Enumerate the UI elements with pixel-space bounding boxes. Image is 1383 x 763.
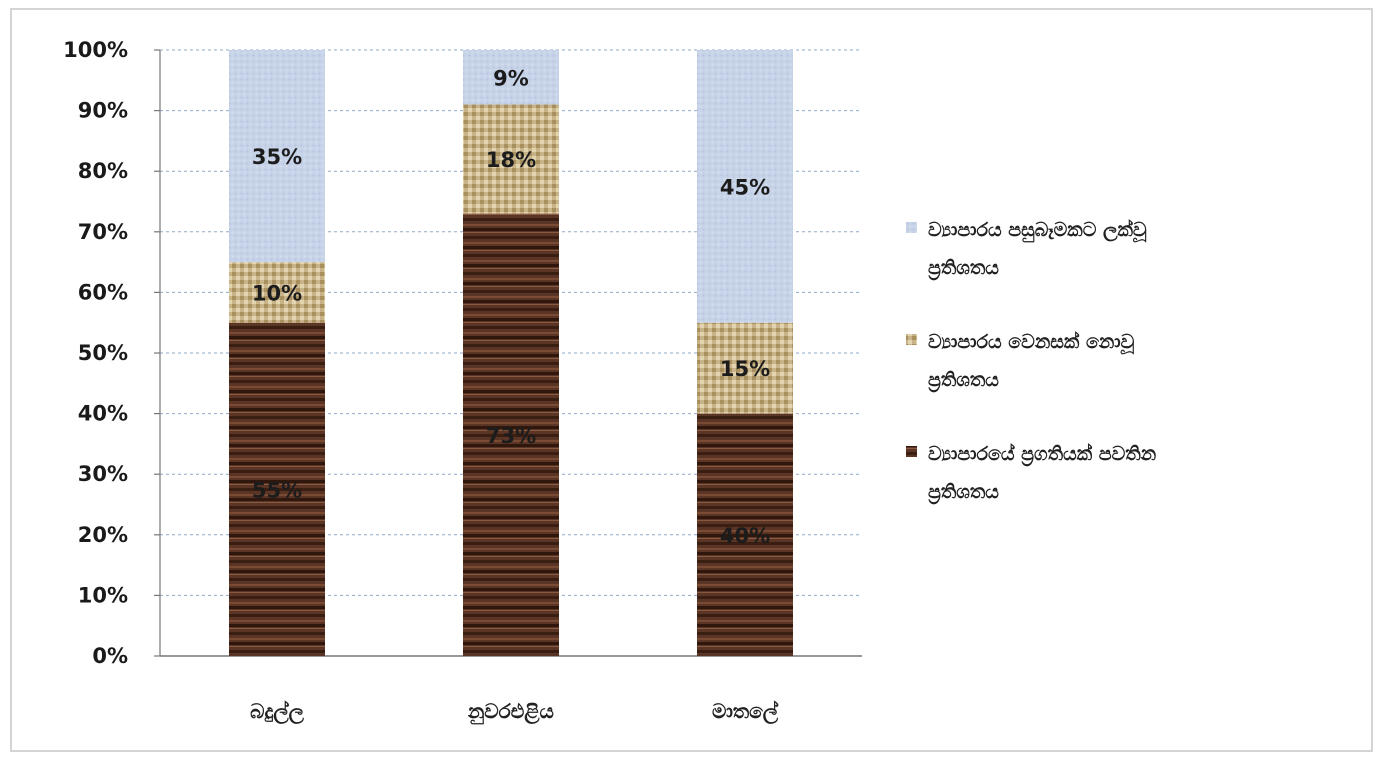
- bars: [229, 50, 793, 656]
- y-tick-label: 20%: [78, 523, 128, 547]
- data-label: 73%: [486, 424, 536, 448]
- legend-label: ව්‍යාපාරය වෙනසක් නොවූ ප්‍රතිශතය: [928, 331, 1135, 393]
- legend-label: ව්‍යාපාරය පසුබෑමකට ලක්වූ ප්‍රතිශතය: [928, 219, 1147, 281]
- y-tick-label: 40%: [78, 402, 128, 426]
- y-tick-label: 60%: [78, 280, 128, 304]
- bar-segment: [229, 50, 325, 263]
- x-category-label: බදුල්ල: [250, 699, 304, 725]
- y-tick-label: 30%: [78, 462, 128, 486]
- bar-segment: [697, 322, 793, 414]
- y-tick-label: 50%: [78, 341, 128, 365]
- x-category-label: නුවරඑළිය: [467, 699, 554, 725]
- bar-segment: [697, 413, 793, 656]
- legend-swatch: [906, 446, 917, 457]
- legend-swatch: [906, 334, 917, 345]
- bar-segment: [463, 104, 559, 214]
- data-label: 35%: [252, 145, 302, 169]
- data-labels: 55% 10% 35% 73% 18% 9% 40% 15% 45%: [252, 66, 770, 548]
- bar-segment: [229, 322, 325, 656]
- data-label: 9%: [493, 66, 529, 90]
- data-label: 15%: [720, 357, 770, 381]
- y-tick-label: 80%: [78, 159, 128, 183]
- data-label: 40%: [720, 524, 770, 548]
- bar-segment: [697, 50, 793, 323]
- x-category-label: මාතලේ: [712, 699, 779, 725]
- data-label: 45%: [720, 175, 770, 199]
- legend-label: ව්‍යාපාරයේ ප්‍රගතියක් පවතින ප්‍රතිශතය: [928, 443, 1157, 505]
- data-label: 18%: [486, 148, 536, 172]
- y-axis-ticks: 0% 10% 20% 30% 40% 50% 60% 70% 80% 90% 100%: [63, 38, 128, 668]
- data-label: 10%: [252, 281, 302, 305]
- y-tick-label: 0%: [92, 644, 128, 668]
- x-axis-categories: බදුල්ල නුවරඑළිය මාතලේ: [250, 699, 779, 726]
- legend: ව්‍යාපාරය පසුබෑමකට ලක්වූ ප්‍රතිශතය ව්‍යාපා…: [906, 219, 1157, 505]
- y-tick-label: 10%: [78, 583, 128, 607]
- y-tick-label: 100%: [63, 38, 128, 62]
- bar-segment: [463, 213, 559, 656]
- y-tick-label: 90%: [78, 99, 128, 123]
- y-tick-label: 70%: [78, 220, 128, 244]
- bar-segment: [229, 262, 325, 323]
- bar-segment: [463, 50, 559, 105]
- legend-swatch: [906, 222, 917, 233]
- data-label: 55%: [252, 478, 302, 502]
